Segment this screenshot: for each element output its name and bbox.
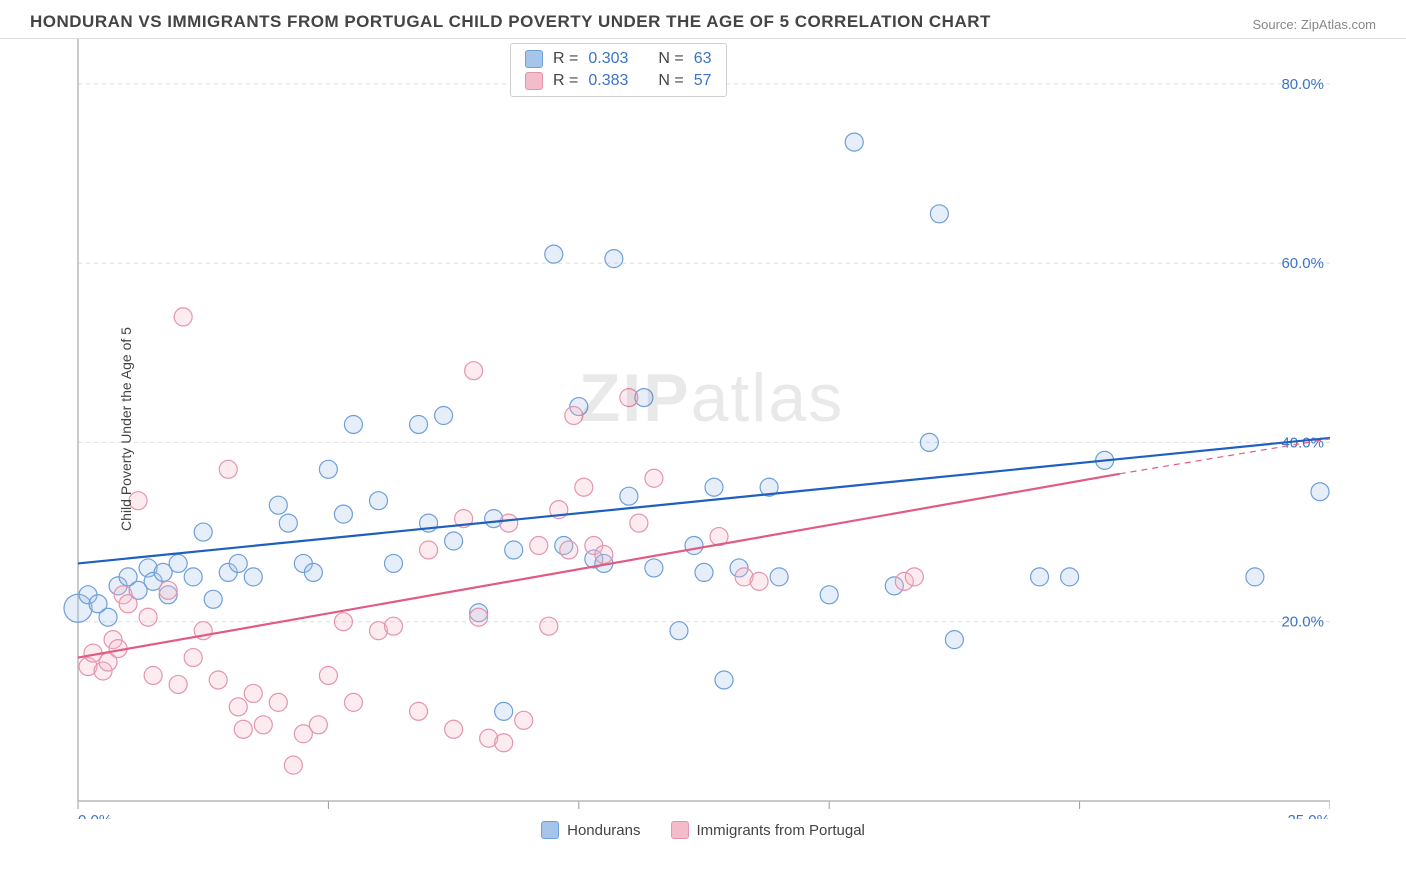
correlation-legend: R = 0.303 N = 63 R = 0.383 N = 57: [510, 43, 727, 97]
chart-title: HONDURAN VS IMMIGRANTS FROM PORTUGAL CHI…: [30, 12, 991, 32]
n-label: N =: [658, 72, 683, 90]
n-value: 63: [694, 50, 712, 68]
svg-text:60.0%: 60.0%: [1281, 255, 1324, 272]
legend-swatch: [525, 72, 543, 90]
svg-text:0.0%: 0.0%: [78, 812, 112, 819]
legend-item: Immigrants from Portugal: [671, 821, 865, 839]
series-legend: Hondurans Immigrants from Portugal: [0, 821, 1406, 839]
legend-row: R = 0.383 N = 57: [525, 70, 712, 92]
svg-text:80.0%: 80.0%: [1281, 76, 1324, 93]
n-label: N =: [658, 50, 683, 68]
r-value: 0.303: [588, 50, 628, 68]
legend-label: Hondurans: [567, 822, 640, 839]
legend-item: Hondurans: [541, 821, 640, 839]
n-value: 57: [694, 72, 712, 90]
r-label: R =: [553, 72, 578, 90]
legend-swatch: [541, 821, 559, 839]
r-label: R =: [553, 50, 578, 68]
svg-text:20.0%: 20.0%: [1281, 614, 1324, 631]
r-value: 0.383: [588, 72, 628, 90]
legend-swatch: [671, 821, 689, 839]
source-label: Source: ZipAtlas.com: [1252, 17, 1376, 32]
scatter-chart: 20.0%40.0%60.0%80.0%0.0%25.0%: [30, 39, 1330, 819]
svg-text:25.0%: 25.0%: [1287, 812, 1330, 819]
title-bar: HONDURAN VS IMMIGRANTS FROM PORTUGAL CHI…: [0, 0, 1406, 39]
legend-swatch: [525, 50, 543, 68]
y-axis-label: Child Poverty Under the Age of 5: [118, 327, 134, 531]
legend-row: R = 0.303 N = 63: [525, 48, 712, 70]
legend-label: Immigrants from Portugal: [697, 822, 865, 839]
chart-area: Child Poverty Under the Age of 5 20.0%40…: [30, 39, 1376, 819]
